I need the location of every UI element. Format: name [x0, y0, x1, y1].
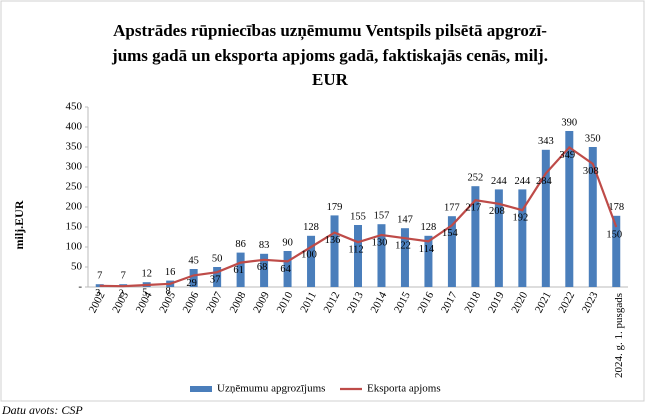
- bar-value-label: 7: [121, 271, 126, 282]
- bar-value-label: 90: [282, 237, 293, 248]
- bar-value-label: 244: [514, 176, 531, 187]
- bar: [541, 149, 550, 287]
- bar-value-label: 86: [235, 239, 246, 250]
- bar: [354, 225, 362, 287]
- line-value-label: 150: [606, 229, 622, 240]
- line-value-label: 308: [583, 166, 599, 177]
- bar: [330, 215, 339, 287]
- line-value-label: 68: [257, 262, 268, 273]
- line-value-label: 130: [372, 237, 388, 248]
- chart-frame: [0, 0, 645, 402]
- y-axis-label: milj.EUR: [12, 200, 26, 249]
- line-value-label: 284: [536, 176, 553, 187]
- bar-value-label: 16: [165, 267, 176, 278]
- line-value-label: 208: [489, 206, 505, 217]
- bar-value-label: 128: [303, 222, 319, 233]
- y-tick-label: 400: [66, 121, 83, 133]
- line-value-label: 154: [442, 228, 459, 239]
- legend-label: Eksporta apjoms: [367, 383, 441, 395]
- bar-value-label: 155: [350, 211, 366, 222]
- chart-title: EUR: [312, 70, 349, 89]
- bar-value-label: 157: [374, 211, 390, 222]
- line-value-label: 37: [210, 275, 221, 286]
- bar-value-label: 147: [397, 215, 413, 226]
- bar: [283, 251, 292, 287]
- line-value-label: 29: [186, 278, 197, 289]
- bar: [612, 215, 621, 287]
- bar-value-label: 128: [421, 222, 437, 233]
- line-value-label: 112: [348, 245, 363, 256]
- bar: [494, 189, 503, 287]
- chart-title: jums gadā un eksporta apjoms gadā, fakti…: [111, 46, 548, 65]
- legend-swatch: [190, 386, 212, 392]
- line-value-label: 3: [95, 288, 100, 299]
- line-value-label: 2: [119, 289, 124, 300]
- bar: [565, 131, 574, 287]
- bar-value-label: 390: [561, 117, 577, 128]
- source: Datu avots: CSP: [1, 403, 83, 417]
- line-value-label: 192: [512, 213, 528, 224]
- legend-label: Uzņēmumu apgrozījums: [217, 383, 325, 395]
- line-value-label: 64: [280, 264, 291, 275]
- bar-value-label: 178: [608, 202, 624, 213]
- bar-value-label: 12: [141, 269, 152, 280]
- bar: [471, 186, 480, 287]
- bar: [307, 235, 316, 287]
- bar-value-label: 83: [259, 240, 270, 251]
- bar-value-label: 244: [491, 176, 508, 187]
- line-value-label: 349: [559, 150, 575, 161]
- bar: [424, 235, 433, 287]
- line-value-label: 217: [466, 203, 482, 214]
- y-tick-label: 300: [66, 161, 83, 173]
- line: [99, 145, 618, 288]
- y-tick-label: 250: [66, 181, 83, 193]
- line-value-label: 100: [301, 249, 317, 260]
- line-value-label: 5: [142, 287, 147, 298]
- bar: [260, 253, 269, 287]
- line-value-label: 61: [233, 265, 244, 276]
- line-value-label: 8: [166, 286, 171, 297]
- chart-title: Apstrādes rūpniecības uzņēmumu Ventspils…: [113, 21, 547, 41]
- bar-value-label: 343: [538, 136, 554, 147]
- bar-value-label: 179: [327, 202, 343, 213]
- bar-value-label: 50: [212, 253, 223, 264]
- y-tick-label: 100: [66, 241, 83, 253]
- y-tick-label: 450: [66, 101, 83, 113]
- y-tick-label: 150: [66, 221, 83, 233]
- bar-value-label: 252: [468, 173, 484, 184]
- bar: [189, 269, 198, 287]
- line-value-label: 122: [395, 241, 411, 252]
- bar-value-label: 45: [188, 255, 199, 266]
- y-tick-label: -: [78, 281, 82, 293]
- bar: [400, 228, 409, 287]
- bar: [377, 224, 386, 287]
- line-value-label: 114: [419, 244, 435, 255]
- bar-value-label: 7: [97, 271, 102, 282]
- bar: [236, 252, 245, 287]
- y-tick-label: 50: [71, 261, 83, 273]
- y-tick-label: 200: [66, 201, 83, 213]
- bar: [213, 267, 222, 287]
- line-value-label: 136: [325, 235, 341, 246]
- y-tick-label: 350: [66, 141, 83, 153]
- bar: [95, 284, 104, 287]
- bar-value-label: 350: [585, 133, 601, 144]
- bar: [447, 216, 456, 287]
- bar-value-label: 177: [444, 203, 460, 214]
- bar: [518, 189, 527, 287]
- x-tick-label: 2024. g. 1. pusgads: [613, 293, 625, 378]
- bar: [588, 147, 597, 287]
